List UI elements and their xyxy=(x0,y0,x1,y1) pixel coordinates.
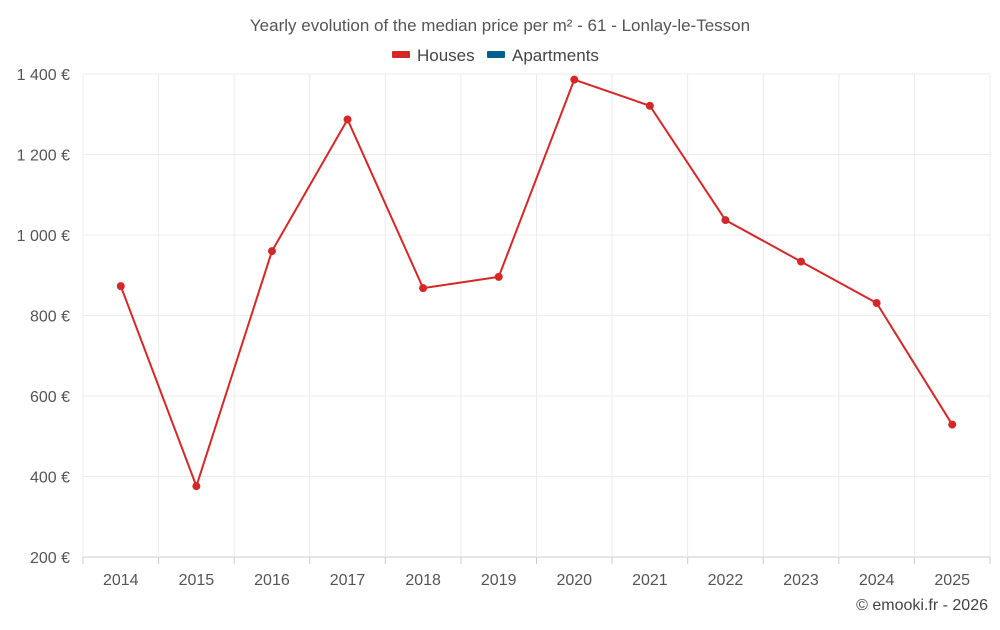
series-layer xyxy=(116,75,957,491)
y-tick-label: 600 € xyxy=(30,389,70,406)
x-tick-label: 2015 xyxy=(179,572,215,589)
legend-item-apartments[interactable]: Apartments xyxy=(487,46,599,65)
data-point-houses-2023[interactable] xyxy=(797,257,806,266)
x-tick-label: 2021 xyxy=(632,572,668,589)
x-tick-label: 2022 xyxy=(708,572,744,589)
y-axis: 200 € 400 € 600 € 800 € 1 000 € 1 200 € 1 400 … xyxy=(17,67,70,567)
data-point-houses-2015[interactable] xyxy=(192,482,201,491)
data-point-houses-2017[interactable] xyxy=(343,115,352,124)
legend-label-apartments: Apartments xyxy=(512,46,599,65)
legend-swatch-apartments xyxy=(487,51,505,58)
y-tick-label: 1 200 € xyxy=(17,148,70,165)
x-tick-label: 2023 xyxy=(783,572,819,589)
grid-lines xyxy=(82,73,991,558)
legend-label-houses: Houses xyxy=(417,46,475,65)
x-tick-label: 2017 xyxy=(330,572,366,589)
x-tick-label: 2019 xyxy=(481,572,517,589)
chart-legend: Houses Apartments xyxy=(392,46,599,65)
y-tick-label: 1 400 € xyxy=(17,67,70,84)
data-point-houses-2020[interactable] xyxy=(570,75,579,84)
data-point-houses-2021[interactable] xyxy=(645,101,654,110)
data-point-houses-2016[interactable] xyxy=(267,247,276,256)
x-tick-label: 2016 xyxy=(254,572,290,589)
x-tick-label: 2014 xyxy=(103,572,139,589)
x-tick-label: 2020 xyxy=(556,572,592,589)
chart-title: Yearly evolution of the median price per… xyxy=(250,16,750,35)
data-point-houses-2022[interactable] xyxy=(721,216,730,225)
y-tick-label: 400 € xyxy=(30,470,70,487)
data-point-houses-2018[interactable] xyxy=(419,284,428,293)
x-tick-label: 2018 xyxy=(405,572,441,589)
x-tick-label: 2025 xyxy=(934,572,970,589)
data-point-houses-2024[interactable] xyxy=(872,299,881,308)
data-point-houses-2014[interactable] xyxy=(116,282,125,291)
legend-swatch-houses xyxy=(392,51,410,58)
y-tick-label: 200 € xyxy=(30,550,70,567)
legend-item-houses[interactable]: Houses xyxy=(392,46,475,65)
data-point-houses-2019[interactable] xyxy=(494,272,503,281)
x-tick-label: 2024 xyxy=(859,572,895,589)
x-axis: 2014 2015 2016 2017 2018 2019 2020 2021 2022 2023… xyxy=(82,557,991,589)
data-point-houses-2025[interactable] xyxy=(948,420,957,429)
credit-text: © emooki.fr - 2026 xyxy=(856,597,988,614)
y-tick-label: 800 € xyxy=(30,309,70,326)
y-tick-label: 1 000 € xyxy=(17,228,70,245)
series-line-houses xyxy=(119,78,954,488)
